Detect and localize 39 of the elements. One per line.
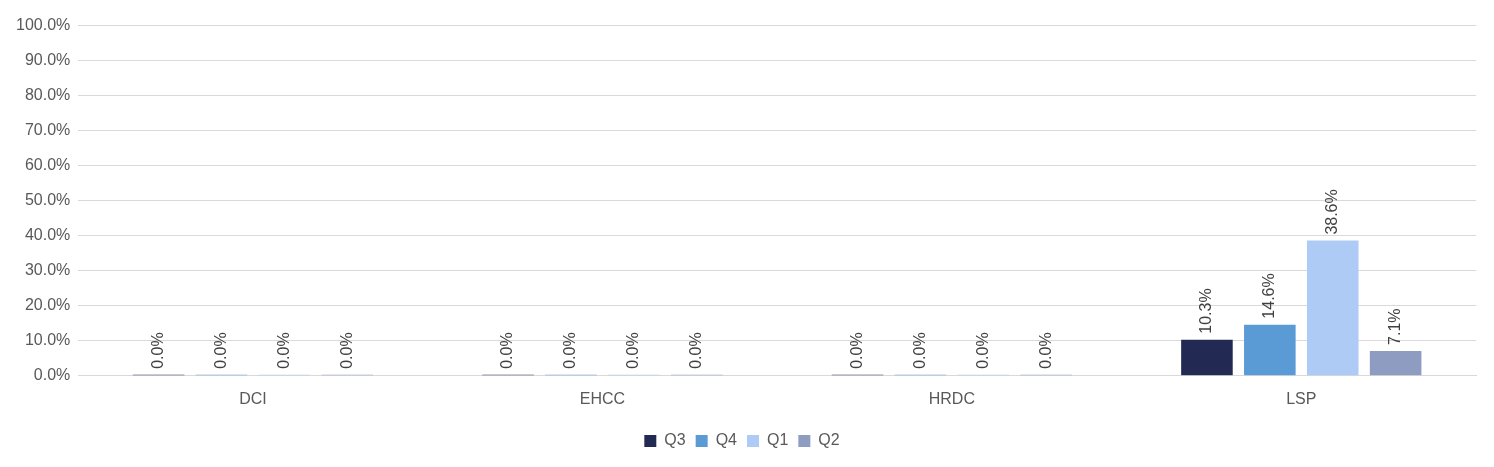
bar [1181,339,1233,376]
legend-label: Q3 [664,431,686,449]
data-label: 38.6% [1323,189,1341,235]
data-label: 7.1% [1386,308,1404,345]
data-label: 0.0% [337,332,355,369]
x-tick-label: EHCC [579,389,626,407]
x-tick-label: LSP [1286,389,1317,407]
y-tick-label: 90.0% [24,51,71,69]
data-label: 0.0% [624,332,642,369]
legend-label: Q4 [715,431,738,449]
data-label: 0.0% [211,332,229,369]
y-tick-label: 40.0% [24,226,71,244]
x-tick-label: DCI [239,389,267,407]
y-tick-label: 30.0% [24,261,71,279]
bar [1306,240,1359,376]
y-tick-label: 50.0% [24,191,71,209]
y-tick-label: 10.0% [24,331,71,349]
bar [1369,350,1422,376]
legend-label: Q2 [818,431,840,449]
y-tick-label: 0.0% [33,366,71,384]
data-label: 0.0% [847,332,865,369]
y-tick-label: 70.0% [24,121,71,139]
y-tick-label: 100.0% [16,16,71,34]
data-label: 0.0% [687,332,705,369]
data-label: 0.0% [561,332,579,369]
data-label: 0.0% [498,332,516,369]
data-label: 14.6% [1260,273,1278,319]
data-label: 0.0% [149,332,167,369]
y-tick-label: 20.0% [24,296,71,314]
data-label: 10.3% [1197,288,1215,334]
legend-label: Q1 [767,431,789,449]
x-tick-label: HRDC [928,389,975,407]
data-label: 0.0% [910,332,928,369]
data-label: 0.0% [1036,332,1054,369]
y-tick-label: 80.0% [24,86,71,104]
data-label: 0.0% [973,332,991,369]
y-tick-label: 60.0% [24,156,71,174]
bar [1244,324,1296,376]
data-label: 0.0% [274,332,292,369]
